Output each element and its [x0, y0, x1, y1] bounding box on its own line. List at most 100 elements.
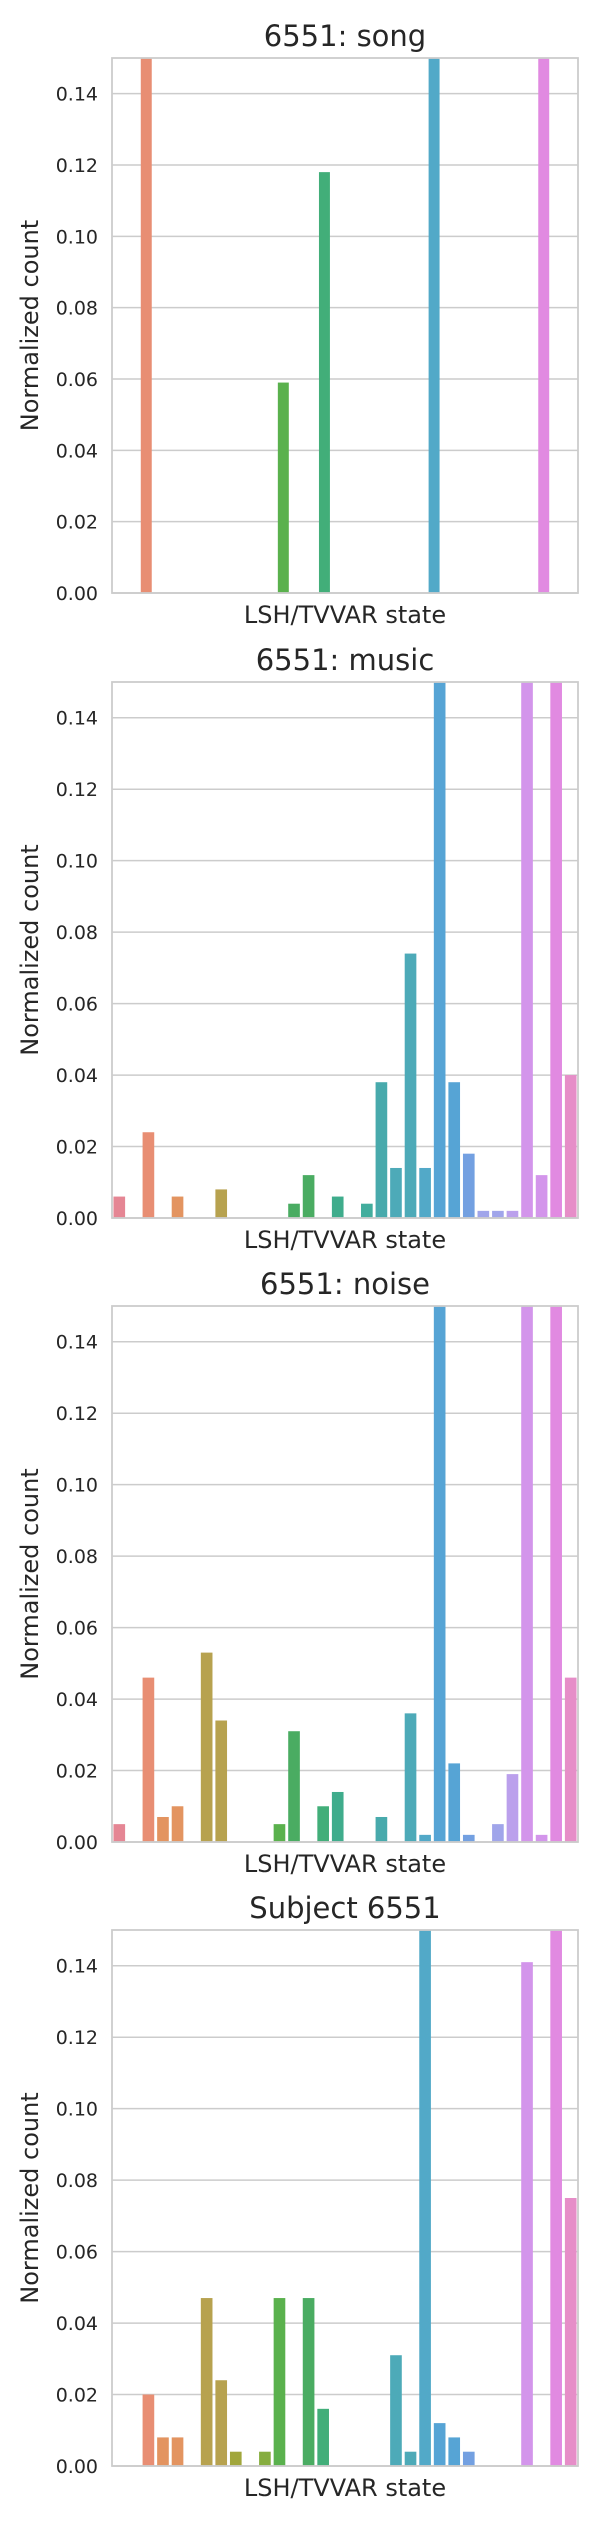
bar: [390, 2355, 402, 2466]
y-tick-label: 0.14: [56, 84, 98, 106]
bar: [404, 953, 417, 1218]
bar: [317, 2408, 329, 2466]
bar: [171, 1806, 184, 1842]
x-axis-label: LSH/TVVAR state: [244, 1226, 446, 1254]
x-axis-label: LSH/TVVAR state: [244, 601, 446, 629]
y-tick-label: 0.14: [56, 1956, 98, 1978]
y-axis-label: Normalized count: [16, 220, 44, 431]
bar: [113, 1196, 126, 1218]
bar: [506, 1774, 519, 1842]
y-axis-label: Normalized count: [16, 1468, 44, 1679]
bar: [277, 382, 289, 593]
bar: [157, 1816, 169, 1842]
bar: [492, 1824, 504, 1842]
bar: [157, 2437, 169, 2466]
bar: [433, 2423, 446, 2466]
y-tick-label: 0.04: [56, 1065, 98, 1087]
y-tick-label: 0.10: [56, 2099, 98, 2121]
y-tick-label: 0.06: [56, 994, 98, 1016]
bar: [448, 1763, 461, 1842]
plot-area: [112, 1306, 578, 1842]
bar: [492, 1210, 504, 1218]
bar: [361, 1203, 373, 1218]
bar: [538, 58, 550, 593]
y-tick-label: 0.06: [56, 1618, 98, 1640]
y-tick-label: 0.06: [56, 369, 98, 391]
bar: [142, 1132, 155, 1218]
bar: [550, 1306, 562, 1842]
y-tick-label: 0.14: [56, 708, 98, 730]
bar: [404, 1713, 417, 1842]
y-tick-label: 0.02: [56, 2385, 98, 2407]
bar: [428, 58, 440, 593]
bar: [419, 1167, 431, 1218]
y-tick-label: 0.10: [56, 1475, 98, 1497]
bar: [462, 1834, 475, 1842]
bar: [331, 1791, 344, 1842]
y-axis-label: Normalized count: [16, 844, 44, 1055]
y-tick-label: 0.00: [56, 1832, 98, 1854]
y-tick-label: 0.06: [56, 2242, 98, 2264]
y-tick-label: 0.08: [56, 298, 98, 320]
chart-title: 6551: noise: [260, 1267, 430, 1301]
bar: [564, 1677, 577, 1842]
bar: [288, 1731, 300, 1842]
x-axis-label: LSH/TVVAR state: [244, 1850, 446, 1878]
bar: [375, 1082, 388, 1218]
y-tick-label: 0.00: [56, 583, 98, 605]
bar: [535, 1175, 548, 1218]
bar: [200, 1652, 213, 1842]
y-tick-label: 0.02: [56, 1137, 98, 1159]
bar: [564, 2198, 577, 2466]
bar: [140, 58, 152, 593]
bar: [171, 2437, 184, 2466]
bar: [113, 1824, 126, 1842]
bar: [273, 1824, 286, 1842]
y-tick-label: 0.12: [56, 2027, 98, 2049]
bar: [419, 1930, 431, 2466]
y-tick-label: 0.04: [56, 1689, 98, 1711]
y-tick-label: 0.12: [56, 779, 98, 801]
y-tick-label: 0.04: [56, 2313, 98, 2335]
chart-panel-3: 0.00 0.02 0.04 0.06 0.08 0.10 0.12 0.14 6551: no…: [16, 1267, 579, 1878]
plot-frame: [111, 1929, 579, 2467]
y-tick-label: 0.00: [56, 2456, 98, 2478]
bar: [550, 682, 562, 1218]
y-tick-label: 0.14: [56, 1332, 98, 1354]
bar: [215, 1189, 228, 1218]
bar: [404, 2451, 417, 2466]
bar: [273, 2298, 286, 2466]
plot-frame: [111, 1305, 579, 1843]
y-tick-label: 0.12: [56, 1403, 98, 1425]
plot-frame: [111, 681, 579, 1219]
bar: [318, 172, 330, 593]
plot-area: [112, 682, 578, 1218]
bar: [564, 1075, 577, 1218]
y-tick-label: 0.00: [56, 1208, 98, 1230]
bar: [317, 1806, 329, 1842]
bar: [229, 2451, 242, 2466]
y-tick-label: 0.08: [56, 922, 98, 944]
y-tick-label: 0.08: [56, 1546, 98, 1568]
bar: [521, 1306, 533, 1842]
bar: [331, 1196, 344, 1218]
y-tick-label: 0.02: [56, 1761, 98, 1783]
bar: [302, 1175, 315, 1218]
bar: [259, 2451, 271, 2466]
bar: [462, 1153, 475, 1218]
chart-panel-2: 0.00 0.02 0.04 0.06 0.08 0.10 0.12 0.14 6551: mu…: [16, 643, 579, 1254]
bar: [521, 682, 533, 1218]
bar: [535, 1834, 548, 1842]
chart-title: 6551: song: [264, 19, 426, 53]
bar: [433, 682, 446, 1218]
bar: [419, 1834, 431, 1842]
bar: [462, 2451, 475, 2466]
chart-title: Subject 6551: [249, 1891, 440, 1925]
chart-title: 6551: music: [256, 643, 435, 677]
y-tick-label: 0.10: [56, 851, 98, 873]
bar: [215, 2380, 228, 2466]
bar: [390, 1167, 402, 1218]
bar: [477, 1210, 490, 1218]
